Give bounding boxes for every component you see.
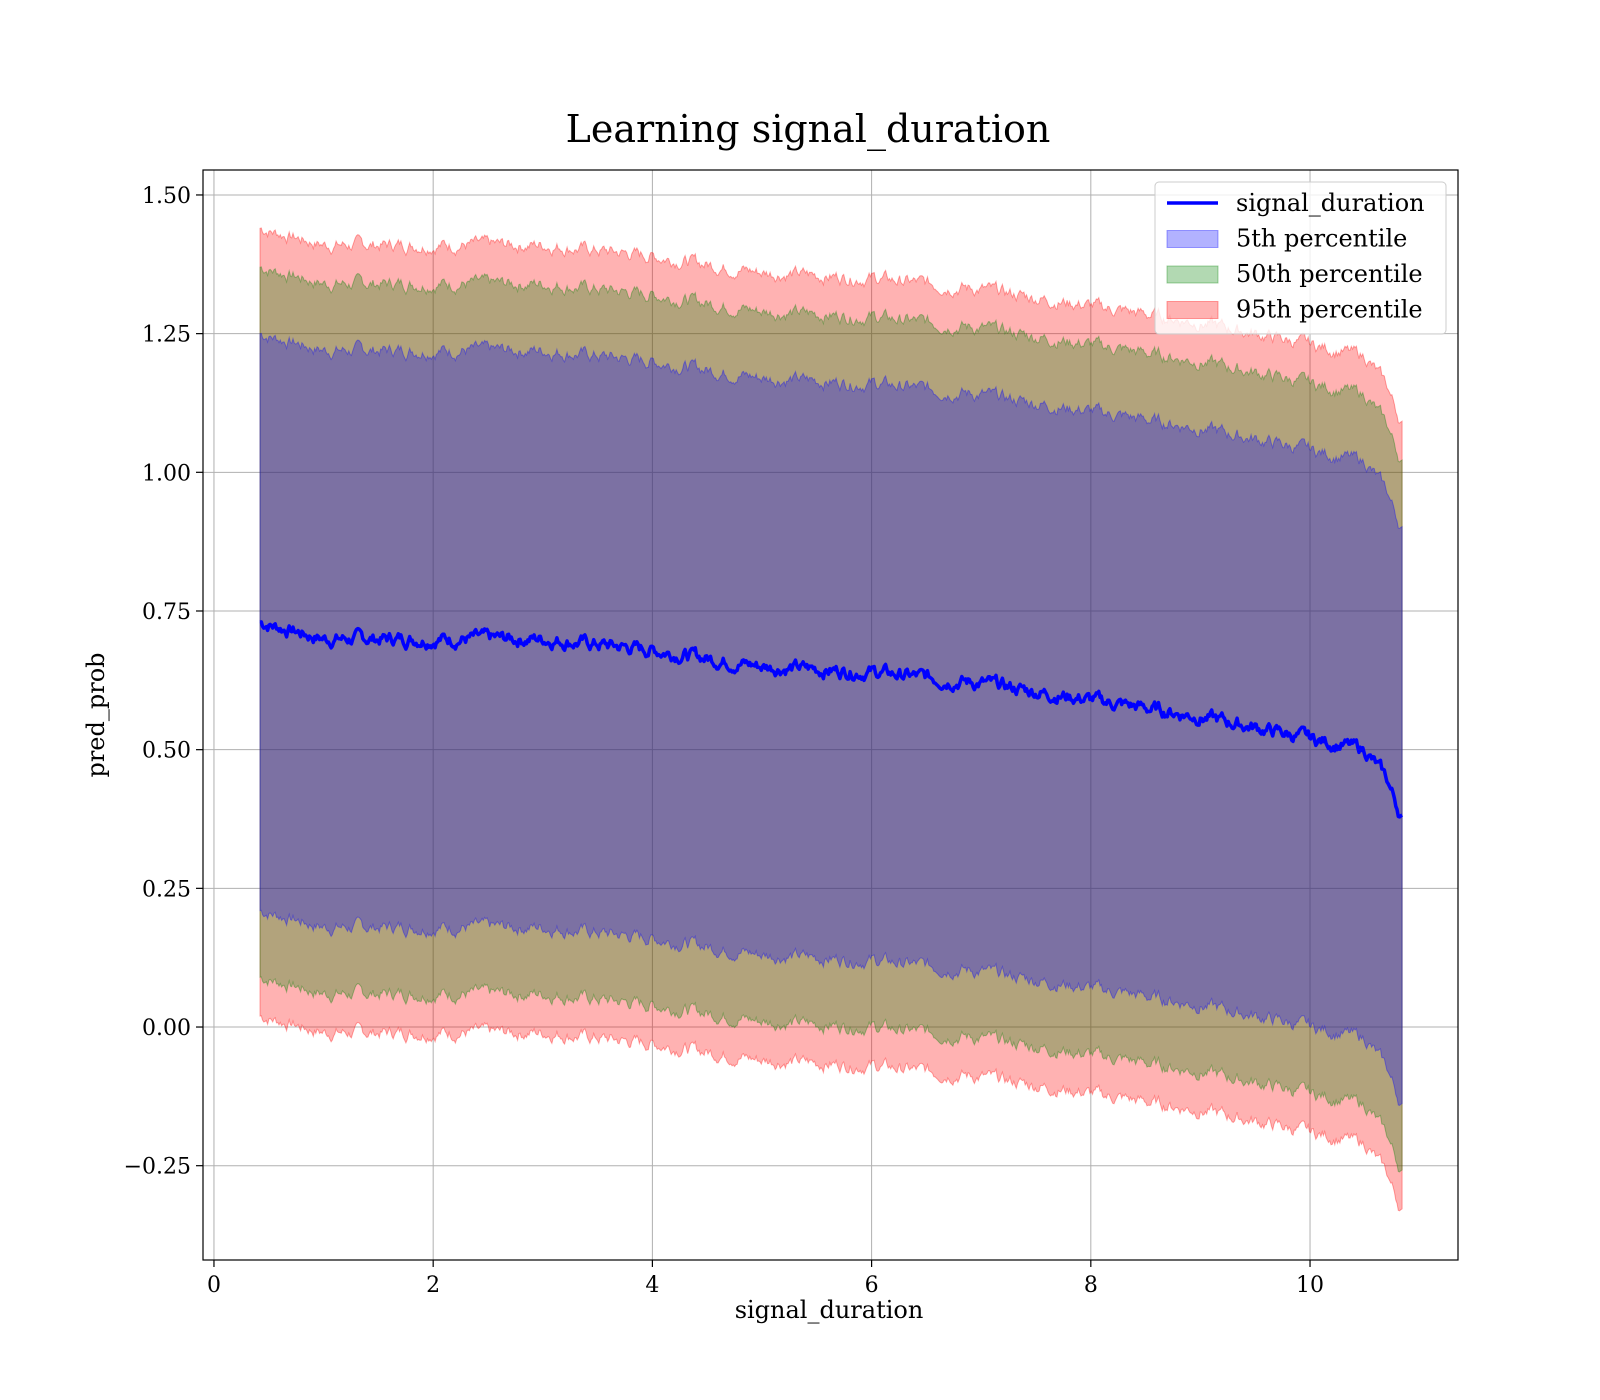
x-tick-label: 8 xyxy=(1084,1273,1098,1298)
y-tick-label: 0.25 xyxy=(142,877,191,902)
x-axis: 0 2 4 6 8 10 xyxy=(207,1260,1324,1298)
legend-label: 95th percentile xyxy=(1236,296,1423,324)
legend-patch-swatch xyxy=(1166,230,1219,248)
band-95th-percentile xyxy=(259,227,1403,1212)
mean-line-layer xyxy=(259,620,1404,819)
series-line-signal-duration xyxy=(259,620,1404,819)
legend-item: signal_duration xyxy=(1167,189,1425,217)
x-axis-label: signal_duration xyxy=(735,1296,924,1324)
legend-label: signal_duration xyxy=(1236,189,1425,217)
band-50th-percentile xyxy=(259,266,1403,1173)
y-tick-label: −0.25 xyxy=(124,1155,191,1180)
percentile-bands xyxy=(259,227,1403,1212)
grid xyxy=(203,170,1458,1260)
legend-patch-swatch xyxy=(1166,265,1219,284)
x-tick-label: 10 xyxy=(1296,1273,1324,1298)
x-tick-label: 2 xyxy=(426,1273,440,1298)
y-axis-label: pred_prob xyxy=(82,652,110,777)
y-tick-label: 1.50 xyxy=(142,184,191,209)
legend-item: 95th percentile xyxy=(1166,296,1423,324)
chart-title: Learning signal_duration xyxy=(566,107,1051,152)
legend: signal_duration 5th percentile 50th percen… xyxy=(1154,181,1447,335)
y-tick-label: 0.75 xyxy=(142,600,191,625)
y-tick-label: 1.00 xyxy=(142,461,191,486)
x-tick-label: 6 xyxy=(865,1273,879,1298)
y-tick-label: 0.50 xyxy=(142,739,191,764)
plot-frame xyxy=(202,169,1459,1261)
x-tick-label: 4 xyxy=(645,1273,659,1298)
band-5th-percentile xyxy=(259,332,1403,1106)
legend-label: 50th percentile xyxy=(1236,260,1423,288)
legend-patch-swatch xyxy=(1166,301,1219,319)
y-axis: 1.50 1.25 1.00 0.75 0.50 0.25 0.00 −0.25 xyxy=(124,184,203,1180)
x-tick-label: 0 xyxy=(207,1273,221,1298)
legend-box xyxy=(1154,181,1447,335)
y-tick-label: 0.00 xyxy=(142,1016,191,1041)
legend-label: 5th percentile xyxy=(1236,225,1407,253)
legend-item: 5th percentile xyxy=(1166,225,1407,253)
y-tick-label: 1.25 xyxy=(142,323,191,348)
legend-item: 50th percentile xyxy=(1166,260,1423,288)
